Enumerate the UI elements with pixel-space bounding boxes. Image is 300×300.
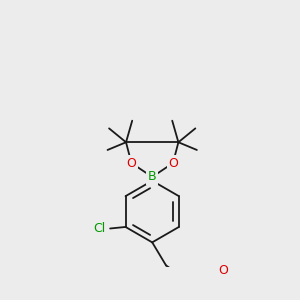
Text: O: O bbox=[127, 157, 136, 169]
Text: B: B bbox=[148, 170, 157, 183]
Text: O: O bbox=[168, 157, 178, 169]
Text: O: O bbox=[218, 264, 228, 277]
Text: Cl: Cl bbox=[93, 222, 106, 235]
